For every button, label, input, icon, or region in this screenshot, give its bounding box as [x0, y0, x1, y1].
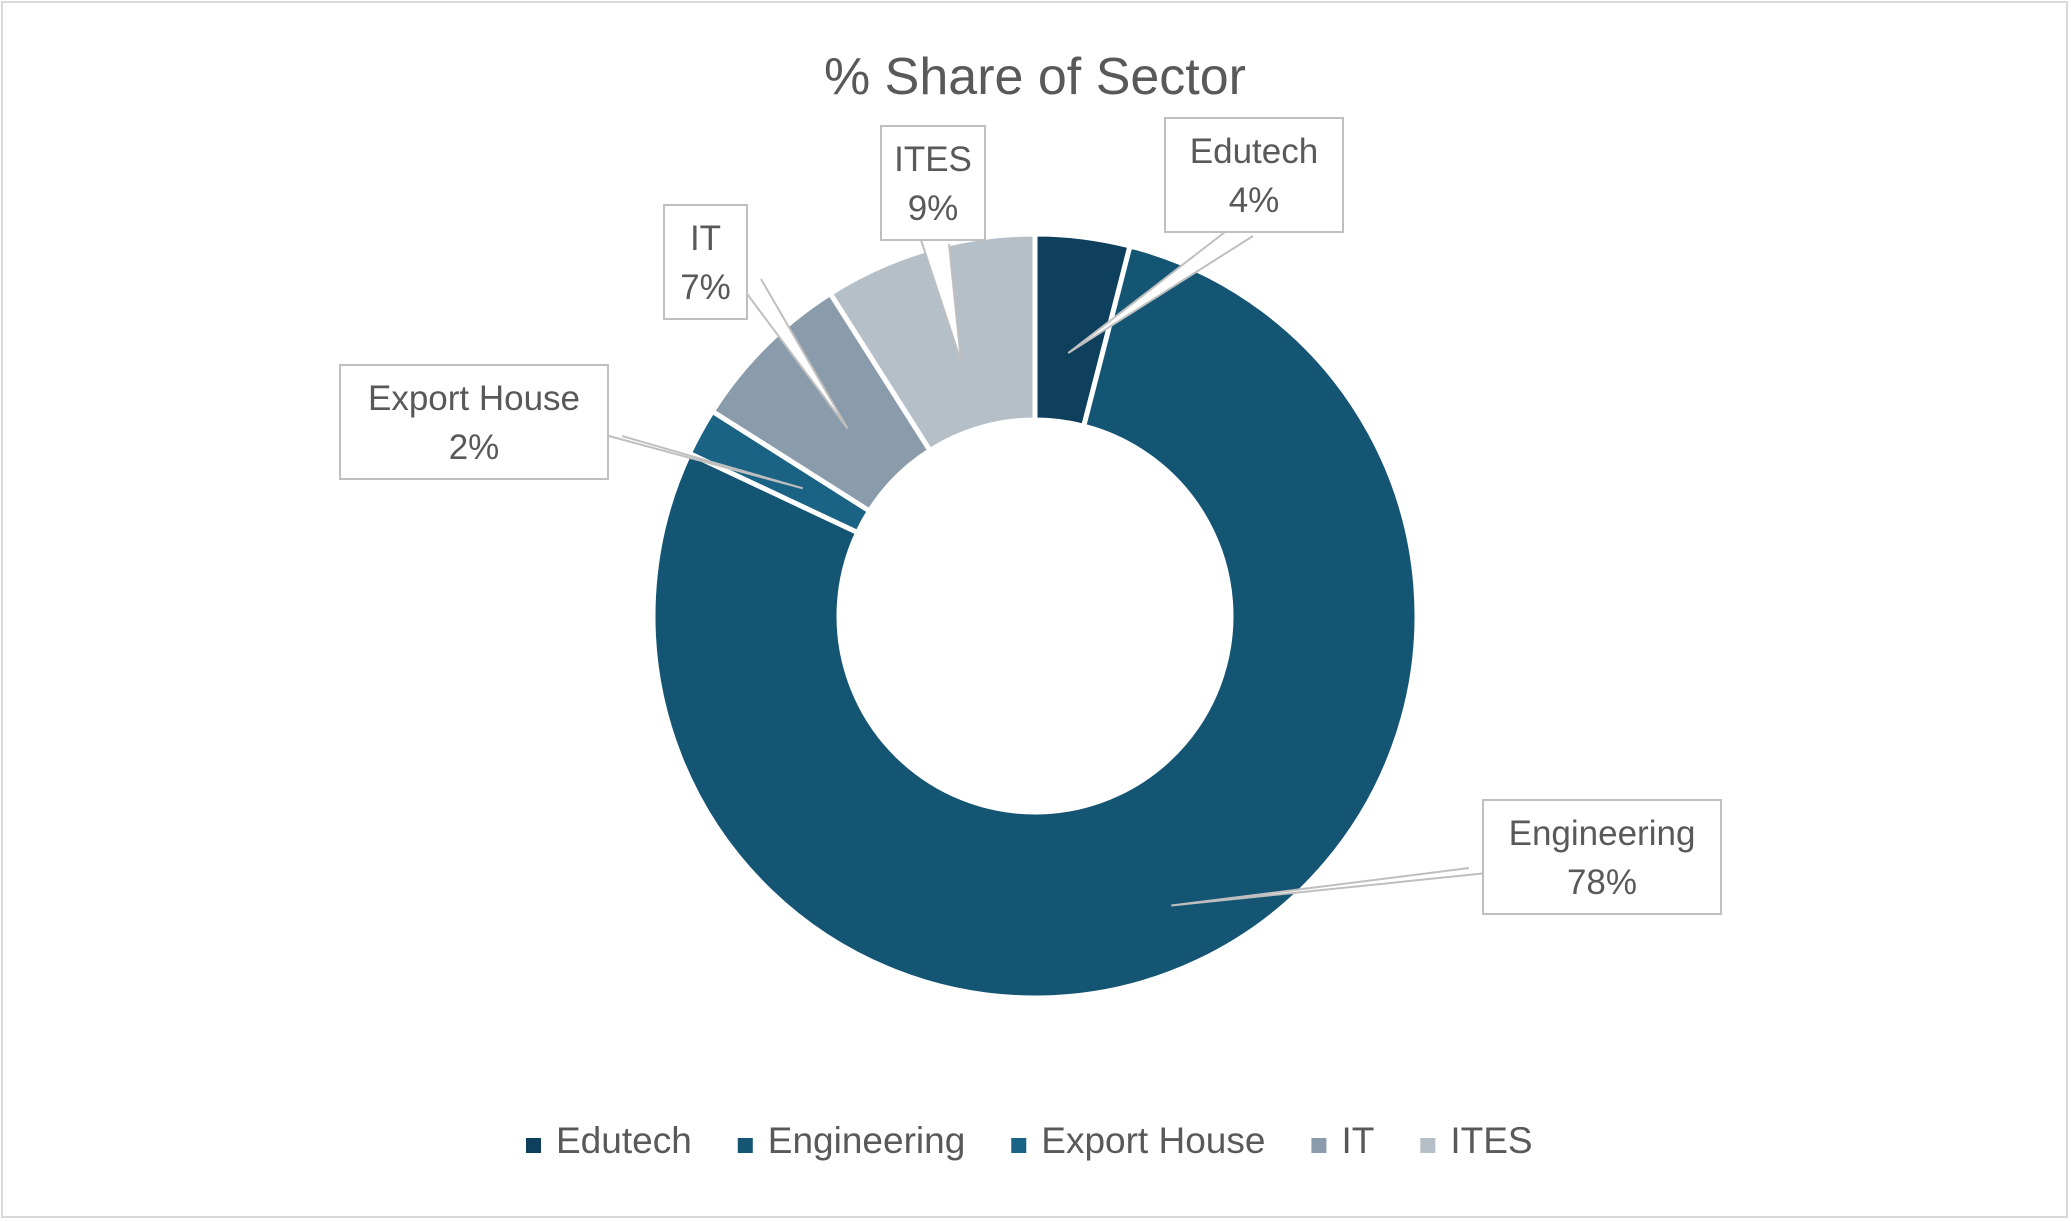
legend-label-engineering: Engineering — [768, 1120, 965, 1161]
legend-swatch-engineering — [737, 1138, 753, 1153]
label-category-it: IT — [690, 219, 721, 258]
slice-ites — [826, 231, 1038, 454]
label-value-it: 7% — [680, 268, 731, 307]
label-value-edutech: 4% — [1229, 181, 1280, 220]
label-category-export-house: Export House — [368, 379, 580, 418]
leader-ites — [920, 239, 963, 362]
label-value-export-house: 2% — [449, 428, 500, 467]
label-box-export-house — [339, 364, 609, 480]
label-category-edutech: Edutech — [1190, 132, 1318, 171]
legend-swatch-export-house — [1011, 1138, 1027, 1153]
legend-swatch-it — [1311, 1138, 1327, 1153]
leader-engineering — [1171, 867, 1498, 907]
label-category-ites: ITES — [894, 140, 972, 179]
legend-label-edutech: Edutech — [556, 1120, 692, 1161]
legend-swatch-ites — [1420, 1138, 1436, 1153]
label-box-engineering — [1482, 799, 1722, 915]
label-value-ites: 9% — [908, 189, 959, 228]
label-box-it — [663, 204, 748, 320]
label-value-engineering: 78% — [1567, 863, 1637, 902]
donut-slices — [650, 231, 1420, 1001]
legend-label-it: IT — [1341, 1120, 1374, 1161]
chart-title: % Share of Sector — [824, 48, 1246, 106]
legend-label-ites: ITES — [1450, 1120, 1532, 1161]
leader-it — [732, 274, 849, 430]
label-box-ites — [880, 125, 986, 241]
label-leaders — [593, 231, 1498, 907]
label-box-edutech — [1164, 117, 1344, 233]
legend: Edutech Engineering Export House IT ITES — [526, 1120, 1533, 1161]
legend-swatch-edutech — [526, 1138, 541, 1153]
legend-label-export-house: Export House — [1041, 1120, 1265, 1161]
leader-edutech — [1067, 231, 1254, 354]
slice-engineering — [650, 242, 1420, 1001]
data-labels: Edutech 4% Engineering 78% Export House 2% IT 7… — [339, 117, 1722, 915]
label-category-engineering: Engineering — [1509, 814, 1696, 853]
